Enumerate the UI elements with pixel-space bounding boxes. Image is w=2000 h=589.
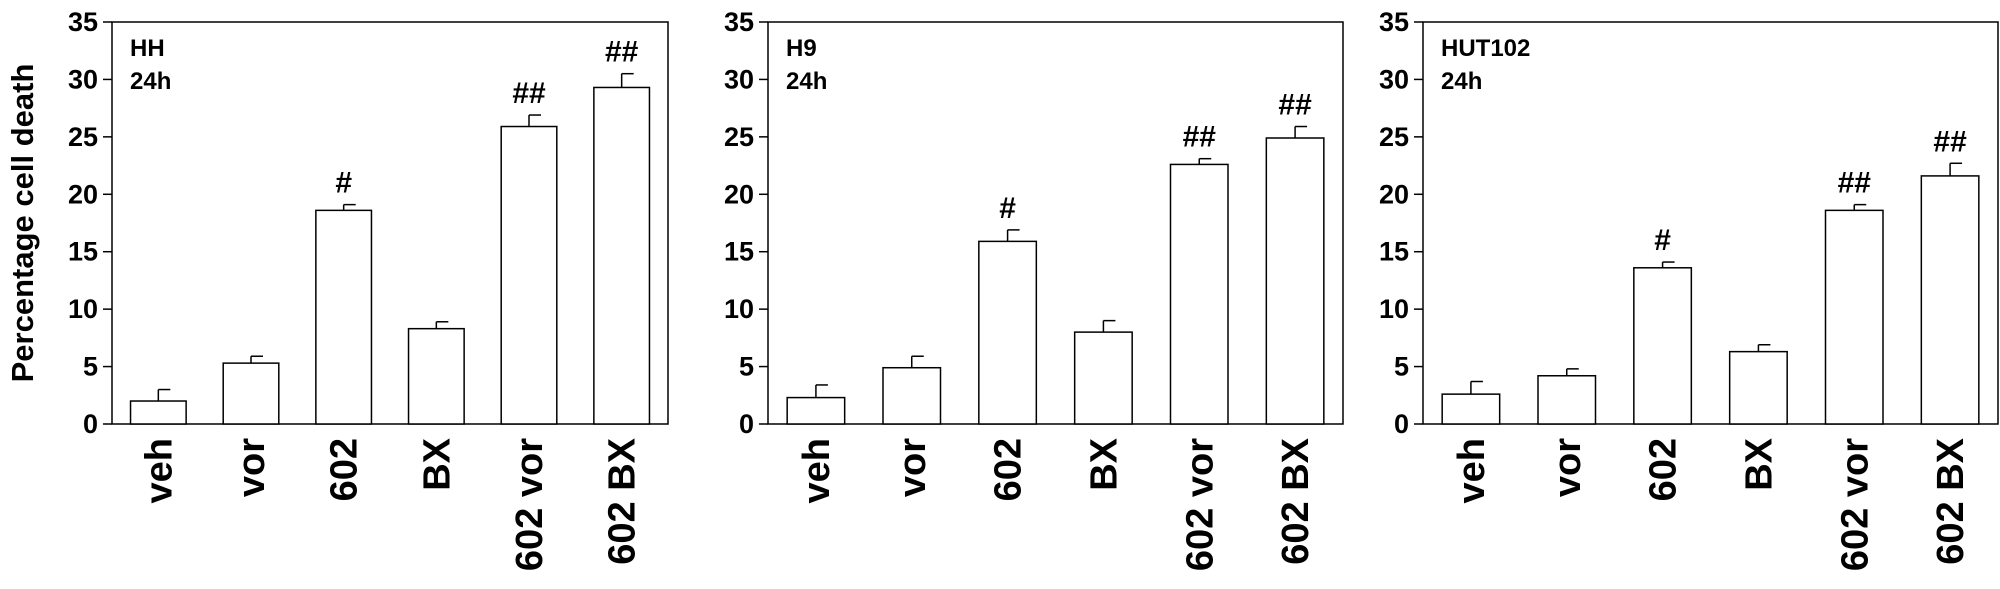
y-tick-label: 20 [68, 179, 98, 209]
y-tick-label: 10 [68, 294, 98, 324]
y-axis-title: Percentage cell death [5, 64, 40, 383]
panel-title: H9 [786, 35, 817, 62]
bar-2-1 [786, 396, 846, 425]
y-tick-label: 30 [1379, 64, 1409, 94]
category-label: vor [892, 438, 934, 497]
y-tick-label: 10 [1379, 294, 1409, 324]
plot-frame-1 [111, 21, 669, 425]
bar-1-3 [315, 209, 373, 425]
category-label: 602 BX [602, 437, 644, 564]
bar-2-3 [978, 240, 1038, 425]
bar-3-4 [1728, 350, 1788, 425]
category-label: 602 vor [1179, 438, 1221, 571]
bar-2-2 [882, 366, 942, 425]
significance-label: ## [512, 77, 546, 110]
y-tick-label: 30 [68, 64, 98, 94]
bar-1-2 [222, 362, 280, 425]
y-tick-label: 25 [68, 122, 98, 152]
bar-3-1 [1441, 393, 1501, 425]
category-label: vor [231, 438, 273, 497]
plot-frame-2 [767, 21, 1344, 425]
bar-1-4 [407, 327, 465, 425]
category-label: 602 vor [509, 438, 551, 571]
y-tick-label: 5 [1394, 352, 1409, 382]
category-label: veh [796, 438, 838, 503]
category-label: vor [1547, 438, 1589, 497]
y-tick-label: 0 [83, 409, 98, 439]
y-tick-label: 15 [1379, 237, 1409, 267]
significance-label: ## [1838, 167, 1872, 200]
category-label: 602 [988, 438, 1030, 501]
significance-label: # [999, 192, 1016, 225]
panel-title: HUT102 [1441, 35, 1530, 62]
panel-title: HH [130, 35, 165, 62]
significance-label: # [1654, 224, 1671, 257]
bar-2-6 [1265, 137, 1325, 425]
y-tick-label: 25 [724, 122, 754, 152]
plot-frame-3 [1422, 21, 1999, 425]
y-tick-label: 5 [739, 352, 754, 382]
y-tick-label: 35 [724, 7, 754, 37]
category-label: 602 [1643, 438, 1685, 501]
category-label: veh [1451, 438, 1493, 503]
bar-1-1 [129, 400, 187, 425]
y-tick-label: 20 [1379, 179, 1409, 209]
panel-subtitle: 24h [130, 68, 171, 95]
category-label: BX [416, 437, 458, 490]
y-tick-label: 30 [724, 64, 754, 94]
category-label: 602 vor [1834, 438, 1876, 571]
bar-3-3 [1633, 267, 1693, 425]
significance-label: ## [1933, 125, 1967, 158]
y-tick-label: 35 [1379, 7, 1409, 37]
bar-2-5 [1169, 163, 1229, 425]
bar-3-5 [1824, 209, 1884, 425]
significance-label: ## [1183, 121, 1217, 154]
y-tick-label: 10 [724, 294, 754, 324]
category-label: 602 BX [1275, 437, 1317, 564]
bar-1-6 [593, 86, 651, 425]
y-tick-label: 35 [68, 7, 98, 37]
category-label: BX [1083, 437, 1125, 490]
bar-1-5 [500, 125, 558, 425]
y-tick-label: 0 [739, 409, 754, 439]
category-label: 602 [324, 438, 366, 501]
category-label: veh [138, 438, 180, 503]
y-tick-label: 5 [83, 352, 98, 382]
bar-3-6 [1920, 175, 1980, 425]
category-label: BX [1738, 437, 1780, 490]
panel-subtitle: 24h [1441, 68, 1482, 95]
significance-label: # [335, 167, 352, 200]
bar-3-2 [1537, 375, 1597, 425]
category-label: 602 BX [1930, 437, 1972, 564]
y-tick-label: 15 [68, 237, 98, 267]
y-tick-label: 0 [1394, 409, 1409, 439]
significance-label: ## [1278, 89, 1312, 122]
significance-label: ## [605, 36, 639, 69]
y-tick-label: 25 [1379, 122, 1409, 152]
y-tick-label: 20 [724, 179, 754, 209]
panel-subtitle: 24h [786, 68, 827, 95]
y-tick-label: 15 [724, 237, 754, 267]
bar-2-4 [1073, 331, 1133, 425]
